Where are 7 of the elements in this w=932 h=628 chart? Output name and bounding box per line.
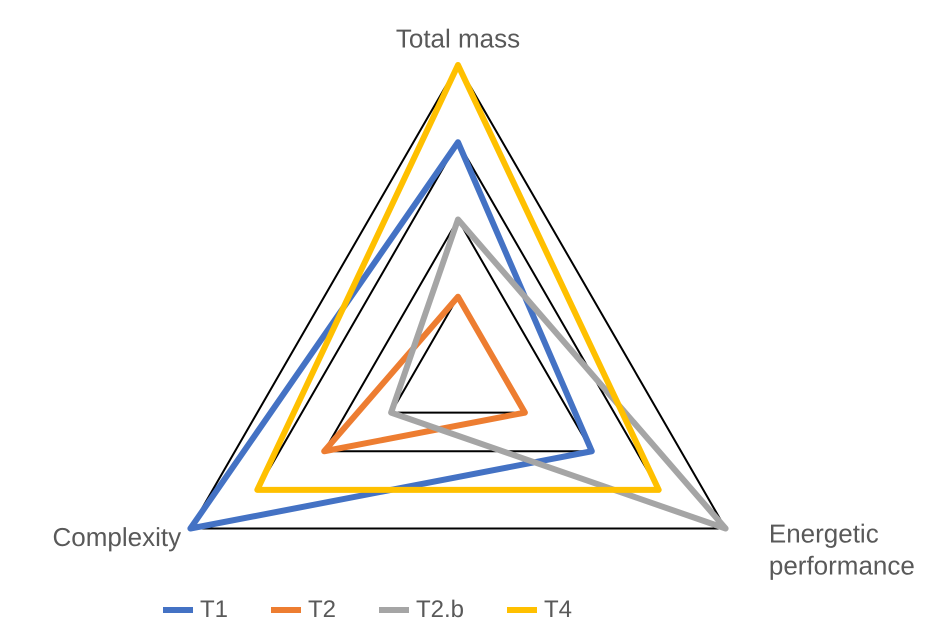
spoke-label: Complexity: [52, 522, 182, 552]
legend-label: T2.b: [416, 596, 464, 623]
spoke-label: Energetic performance: [768, 518, 915, 581]
legend-label: T1: [200, 596, 228, 623]
legend-label: T2: [308, 596, 336, 623]
legend-label: T4: [544, 596, 572, 623]
spoke-label: Total mass: [396, 24, 520, 54]
